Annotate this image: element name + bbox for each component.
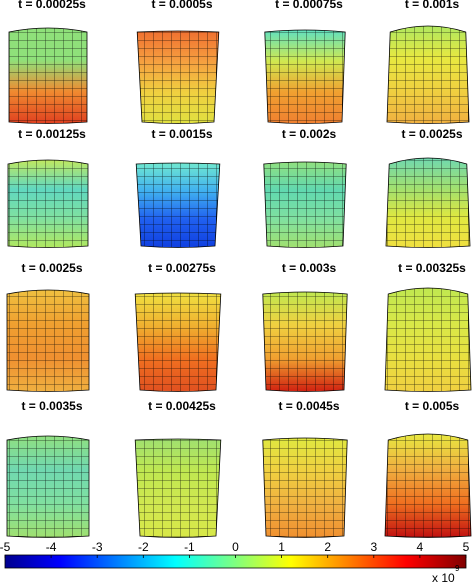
panel-title: t = 0.001s: [405, 0, 460, 11]
colorbar-tick-label: 3: [370, 540, 377, 554]
colorbar-tick-label: -1: [184, 540, 195, 554]
panel-title: t = 0.0025s: [401, 127, 462, 141]
colorbar-tick-label: 2: [324, 540, 331, 554]
panel-title: t = 0.00425s: [148, 399, 216, 413]
panel-title: t = 0.00325s: [398, 261, 466, 275]
panel-title: t = 0.0035s: [21, 399, 82, 413]
mesh: [136, 163, 220, 248]
mesh: [9, 28, 87, 124]
mesh: [7, 436, 89, 538]
panel-title: t = 0.002s: [282, 127, 337, 141]
colorbar-tick-label: -4: [46, 540, 57, 554]
panel-title: t = 0.00075s: [275, 0, 343, 11]
mesh: [263, 162, 347, 248]
panel-title: t = 0.0045s: [278, 399, 339, 413]
mesh: [8, 160, 88, 248]
mesh: [264, 30, 346, 124]
panel-title: t = 0.0005s: [151, 0, 212, 11]
colorbar-tick-label: 5: [463, 540, 470, 554]
panel-title: t = 0.003s: [282, 261, 337, 275]
mesh: [385, 434, 471, 538]
panel-title: t = 0.00025s: [18, 0, 86, 11]
mesh: [137, 31, 219, 124]
colorbar-tick-label: -3: [92, 540, 103, 554]
colorbar-tick-label: 4: [417, 540, 424, 554]
panel-title: t = 0.0015s: [151, 127, 212, 141]
mesh: [135, 439, 221, 538]
colorbar-multiplier: x 10: [432, 571, 455, 585]
panel-title: t = 0.00125s: [18, 127, 86, 141]
mesh: [386, 158, 470, 248]
colorbar-tick-label: -5: [0, 540, 11, 554]
panel-title: t = 0.00275s: [148, 261, 216, 275]
mesh: [262, 438, 348, 538]
mesh: [262, 292, 348, 392]
mesh: [387, 26, 469, 124]
colorbar-tick-label: 0: [232, 540, 239, 554]
colorbar-tick-label: -2: [138, 540, 149, 554]
colorbar-exponent: 9: [455, 564, 460, 573]
panel-title: t = 0.005s: [405, 399, 460, 413]
mesh: [7, 290, 89, 392]
mesh: [135, 293, 221, 392]
panel-title: t = 0.0025s: [21, 261, 82, 275]
colorbar-tick-label: 1: [278, 540, 285, 554]
mesh: [385, 288, 471, 392]
